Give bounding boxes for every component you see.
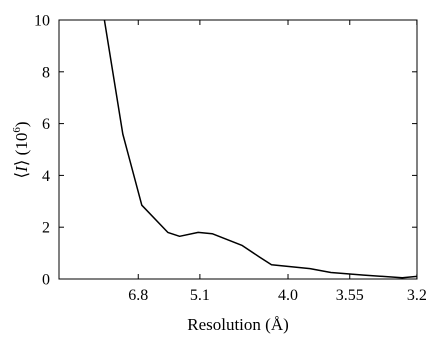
x-axis-title: Resolution (Å) [187, 315, 289, 334]
x-tick-label: 4.0 [278, 287, 298, 304]
x-tick-label: 3.2 [407, 287, 427, 304]
y-axis-title-exponent: 6 [11, 127, 23, 133]
y-axis-title-symbol: I [12, 165, 31, 173]
y-axis-title-unit: (10 [12, 133, 31, 156]
x-tick-label: 5.1 [190, 287, 210, 304]
x-tick-label: 3.55 [336, 287, 364, 304]
y-tick-label: 6 [42, 116, 50, 133]
y-axis-title: ⟨I⟩ (106) [11, 121, 31, 178]
y-tick-label: 0 [42, 272, 50, 289]
series-line [103, 19, 418, 279]
y-axis: 0 2 4 6 8 10 [34, 13, 417, 289]
y-tick-label: 2 [42, 220, 50, 237]
y-tick-label: 4 [42, 168, 50, 185]
plot-frame [58, 19, 418, 280]
axes-box [58, 19, 418, 280]
y-tick-label: 10 [34, 13, 50, 30]
series-layer [103, 19, 418, 279]
x-axis: 6.8 5.1 4.0 3.55 3.2 [128, 20, 427, 304]
y-axis-title-close: ) [12, 121, 31, 127]
y-tick-label: 8 [42, 64, 50, 81]
x-tick-label: 6.8 [128, 287, 148, 304]
